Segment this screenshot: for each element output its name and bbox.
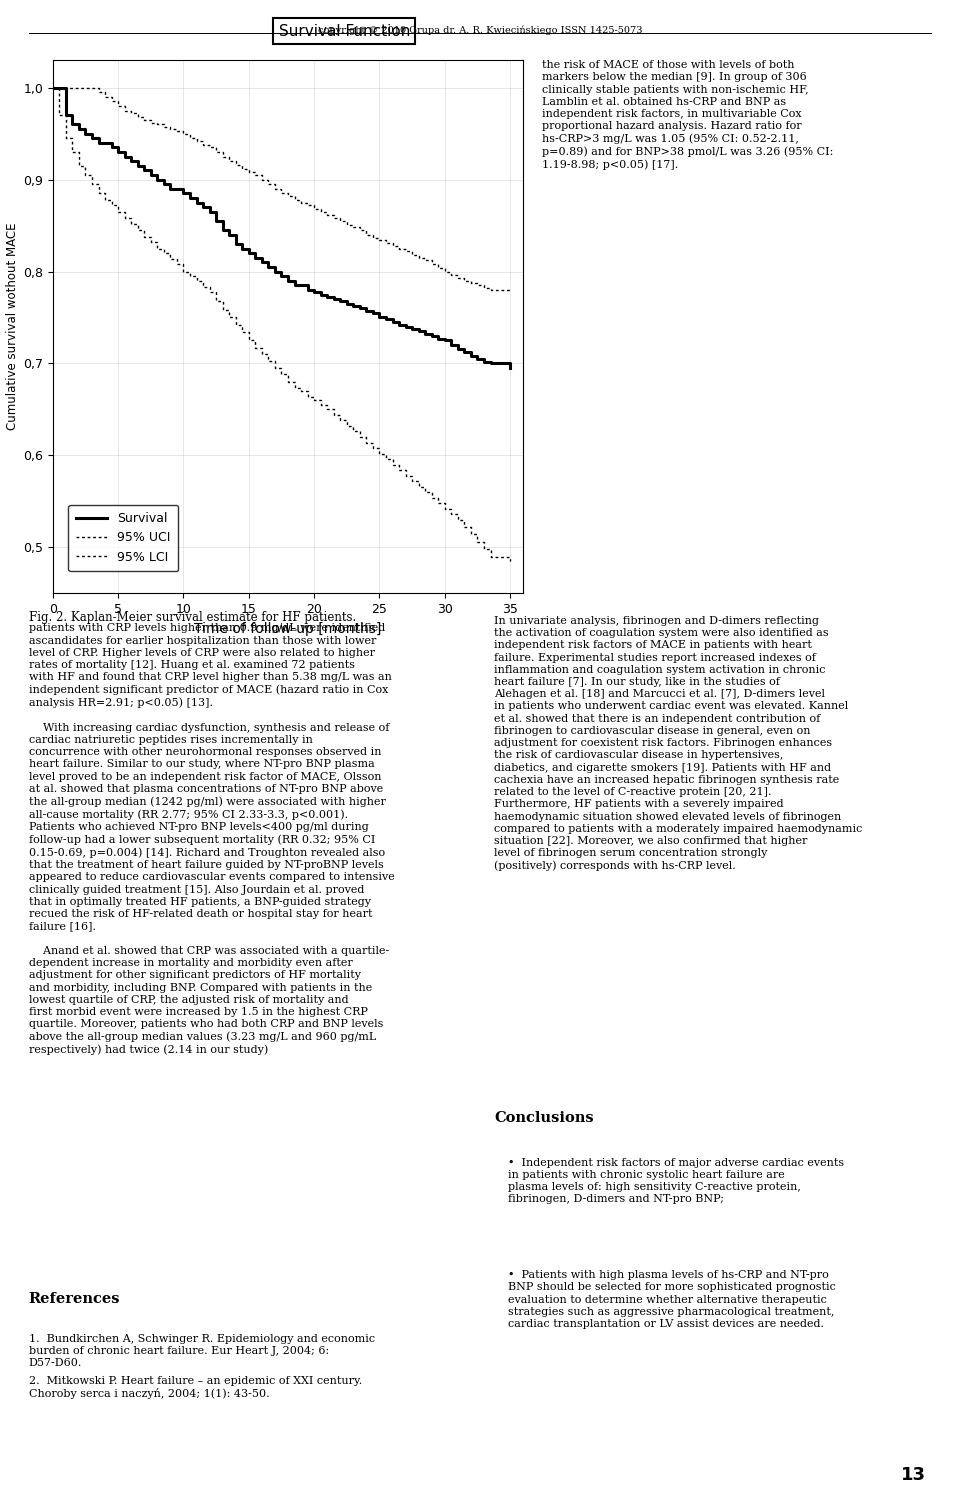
Text: the risk of MACE of those with levels of both
markers below the median [9]. In g: the risk of MACE of those with levels of… [542, 60, 834, 170]
Legend: Survival, 95% UCI, 95% LCI: Survival, 95% UCI, 95% LCI [68, 505, 179, 571]
Y-axis label: Cumulative survival wothout MACE: Cumulative survival wothout MACE [6, 222, 19, 431]
Text: patients with CRP levels higher than 0.9 mg/dL were identified
ascandidates for : patients with CRP levels higher than 0.9… [29, 623, 395, 1056]
Text: Conclusions: Conclusions [494, 1111, 594, 1125]
Text: 13: 13 [901, 1466, 926, 1484]
X-axis label: Time of follow-up [months]: Time of follow-up [months] [194, 622, 382, 635]
Text: Fig. 2. Kaplan-Meier survival estimate for HF patients.: Fig. 2. Kaplan-Meier survival estimate f… [29, 611, 356, 625]
Text: 2.  Mitkowski P. Heart failure – an epidemic of XXI century.
Choroby serca i nac: 2. Mitkowski P. Heart failure – an epide… [29, 1376, 362, 1400]
Text: In univariate analysis, fibrinogen and D-dimers reflecting
the activation of coa: In univariate analysis, fibrinogen and D… [494, 616, 863, 871]
Text: 1.  Bundkirchen A, Schwinger R. Epidemiology and economic
burden of chronic hear: 1. Bundkirchen A, Schwinger R. Epidemiol… [29, 1334, 375, 1368]
Text: copyright © 2010 Grupa dr. A. R. Kwiecińskiego ISSN 1425-5073: copyright © 2010 Grupa dr. A. R. Kwieciń… [318, 26, 642, 35]
Text: •  Patients with high plasma levels of hs-CRP and NT-pro
BNP should be selected : • Patients with high plasma levels of hs… [508, 1271, 835, 1329]
Text: References: References [29, 1292, 120, 1305]
Text: Survival Function: Survival Function [278, 24, 410, 39]
Text: •  Independent risk factors of major adverse cardiac events
in patients with chr: • Independent risk factors of major adve… [508, 1158, 844, 1205]
